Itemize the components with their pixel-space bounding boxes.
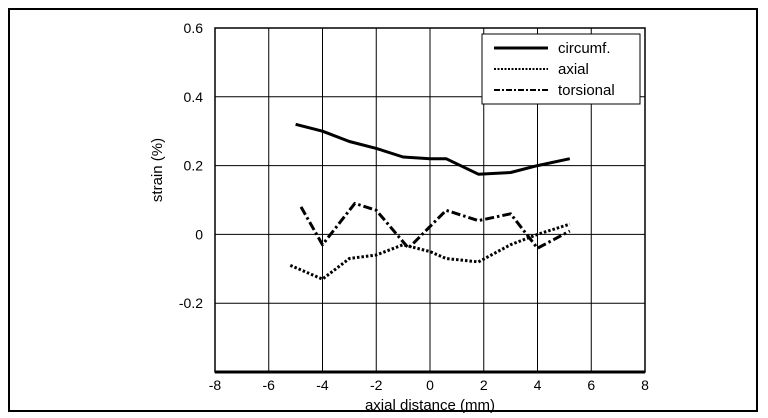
y-tick-label: 0.4 [184, 89, 204, 105]
y-axis-label: strain (%) [149, 138, 166, 202]
series-line-axial [289, 222, 571, 281]
legend-label-circumf: circumf. [558, 40, 611, 57]
x-tick-label: 4 [534, 377, 542, 393]
y-tick-label: 0.2 [184, 158, 204, 174]
x-tick-label: 0 [426, 377, 434, 393]
x-tick-label: -4 [316, 377, 329, 393]
series-line-torsional [299, 201, 571, 250]
legend-label-axial: axial [558, 61, 589, 78]
series-line-circumf [295, 122, 571, 176]
legend: circumf. axial torsional [481, 33, 641, 105]
x-axis-label: axial distance (mm) [365, 397, 495, 414]
legend-label-torsional: torsional [558, 82, 615, 99]
x-tick-label: 6 [587, 377, 595, 393]
y-tick-label: 0.6 [184, 20, 204, 36]
x-tick-label: 8 [641, 377, 649, 393]
y-tick-label: 0 [195, 226, 203, 242]
x-tick-label: -8 [209, 377, 222, 393]
x-tick-label: 2 [480, 377, 488, 393]
x-tick-label: -6 [263, 377, 276, 393]
plot-border [214, 27, 646, 373]
x-tick-label: -2 [370, 377, 383, 393]
series-layer [289, 122, 571, 281]
y-tick-label: -0.2 [179, 295, 203, 311]
tick-labels: -8 -6 -4 -2 0 2 4 6 8 0.6 0.4 0.2 0 -0.2 [179, 20, 649, 393]
